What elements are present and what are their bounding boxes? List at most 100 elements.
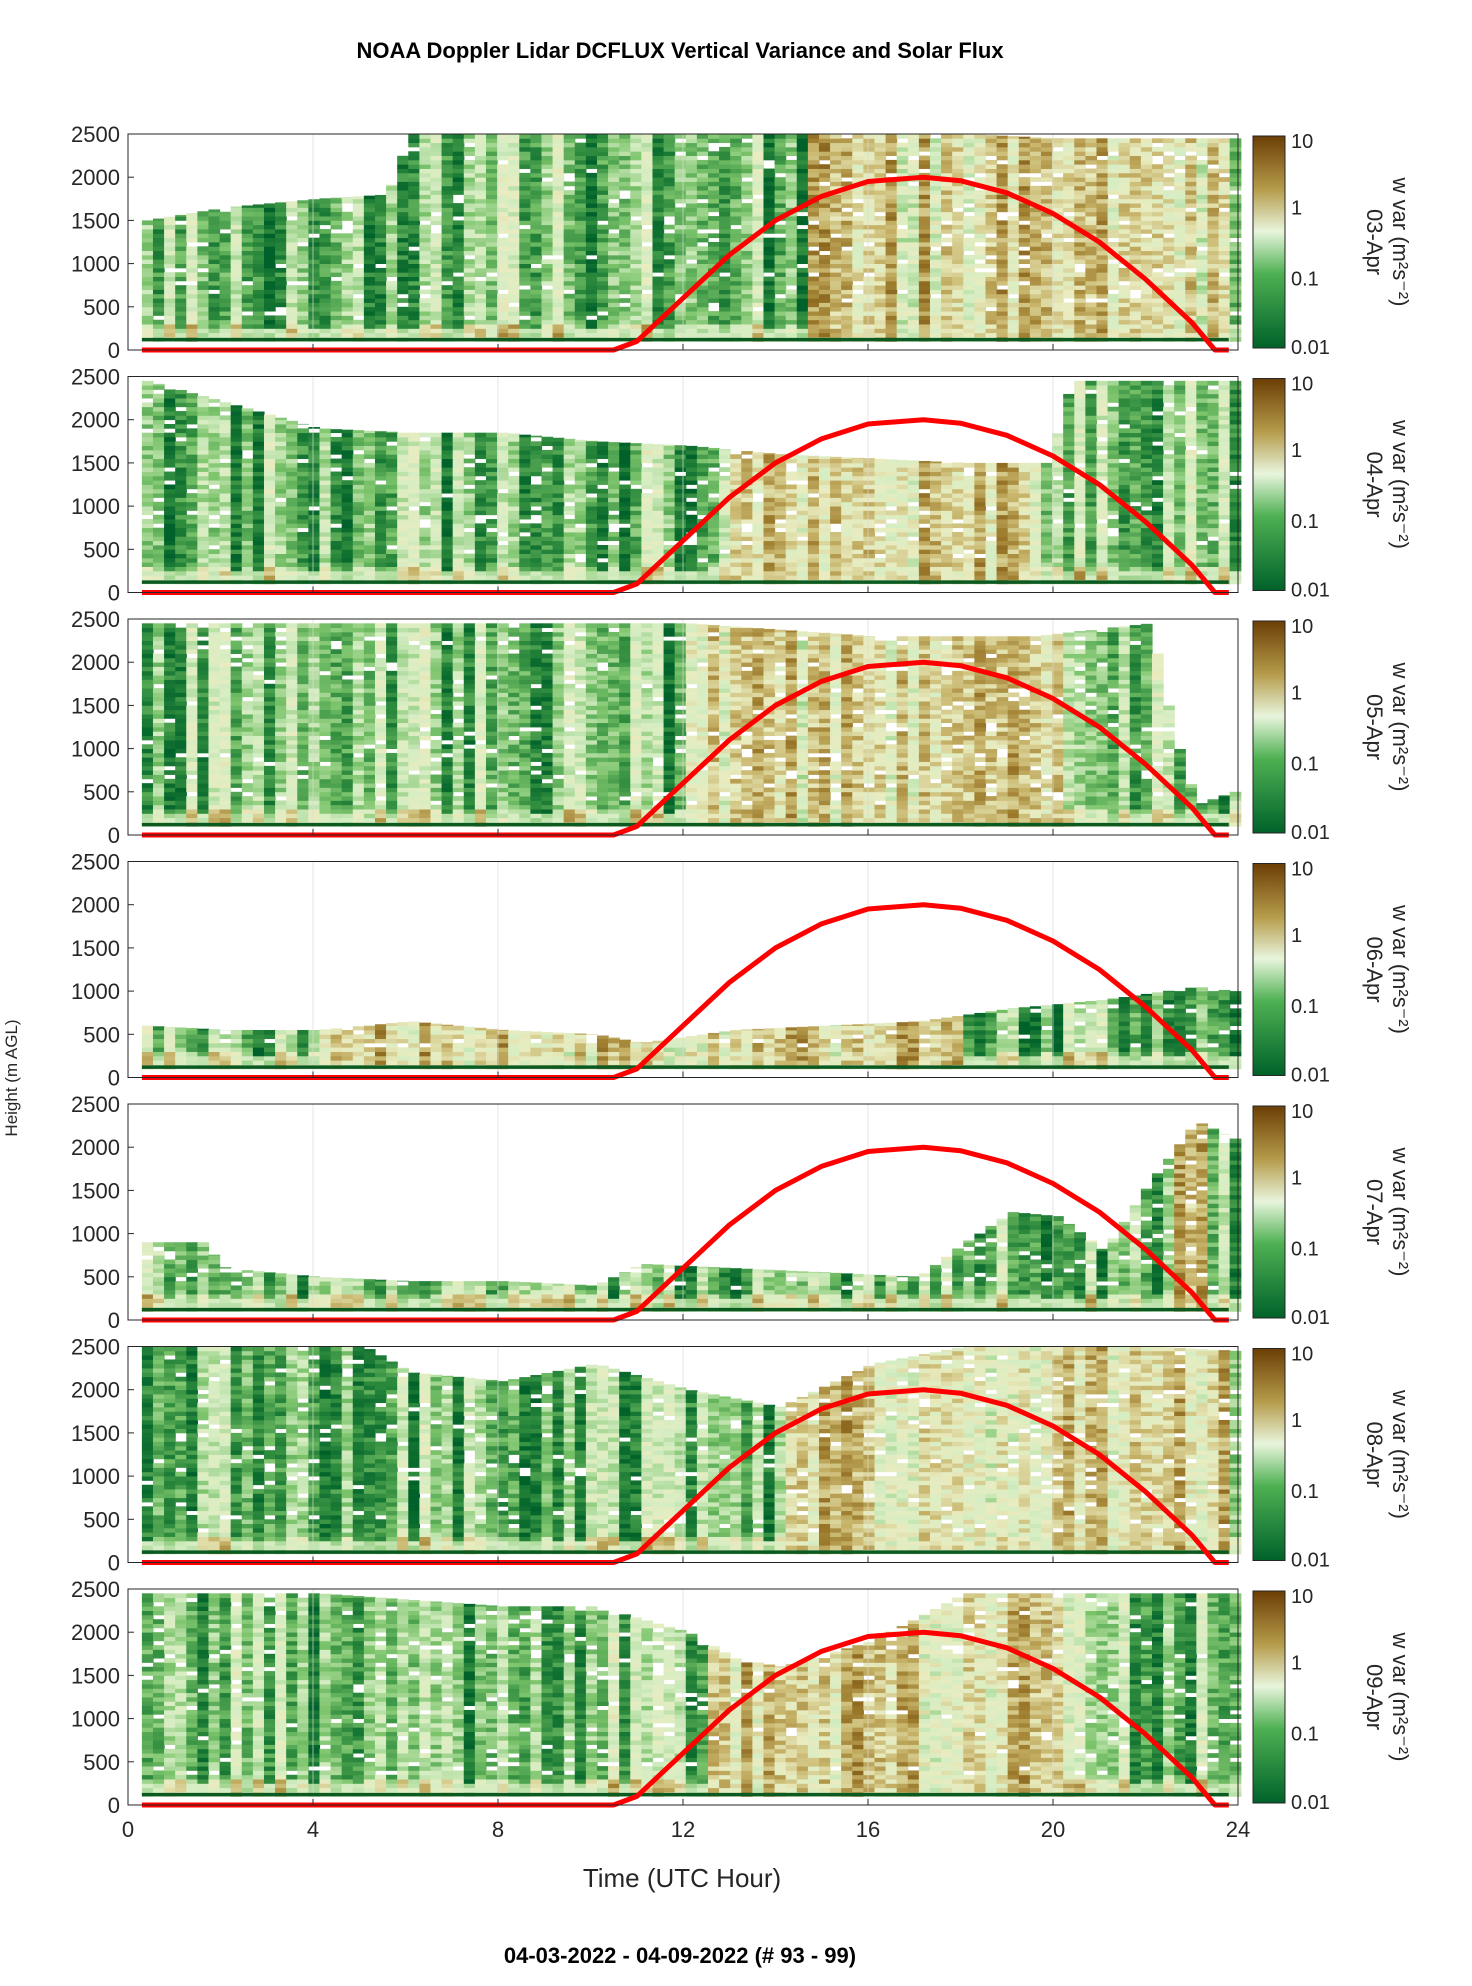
heatmap-cell: [286, 424, 298, 429]
heatmap-cell: [929, 138, 942, 144]
heatmap-cell: [463, 194, 476, 200]
heatmap-cell: [741, 159, 753, 165]
heatmap-cell: [974, 276, 987, 282]
heatmap-cell: [741, 194, 753, 200]
heatmap-cell: [275, 493, 287, 498]
heatmap-cell: [141, 272, 154, 277]
heatmap-cell: [297, 536, 309, 542]
heatmap-cell: [896, 302, 909, 308]
heatmap-cell: [252, 263, 265, 269]
heatmap-cell: [341, 298, 354, 303]
heatmap-cell: [508, 190, 520, 195]
heatmap-cell: [941, 306, 953, 312]
heatmap-cell: [141, 385, 154, 390]
heatmap-cell: [452, 229, 465, 234]
heatmap-cell: [807, 233, 820, 239]
heatmap-cell: [1096, 142, 1109, 148]
heatmap-cell: [641, 293, 654, 299]
heatmap-cell: [685, 242, 698, 247]
heatmap-cell: [1085, 315, 1098, 321]
heatmap-cell: [707, 151, 720, 156]
heatmap-cell: [1018, 211, 1031, 217]
heatmap-cell: [441, 272, 454, 277]
heatmap-cell: [996, 298, 1009, 303]
heatmap-cell: [208, 575, 221, 580]
heatmap-cell: [263, 436, 276, 442]
heatmap-cell: [830, 151, 842, 156]
heatmap-cell: [1063, 324, 1075, 329]
heatmap-cell: [208, 332, 221, 338]
heatmap-cell: [508, 194, 520, 200]
heatmap-cell: [164, 289, 176, 295]
heatmap-cell: [574, 306, 587, 312]
heatmap-cell: [252, 211, 265, 217]
heatmap-cell: [719, 263, 731, 269]
heatmap-cell: [241, 424, 254, 429]
heatmap-cell: [452, 324, 465, 329]
heatmap-cell: [1163, 246, 1175, 252]
heatmap-cell: [1063, 285, 1075, 290]
heatmap-cell: [730, 198, 742, 204]
heatmap-cell: [585, 250, 598, 256]
heatmap-cell: [497, 272, 509, 277]
heatmap-cell: [1018, 151, 1031, 156]
heatmap-cell: [1118, 233, 1131, 239]
heatmap-cell: [918, 242, 931, 247]
heatmap-cell: [596, 242, 609, 247]
heatmap-cell: [1174, 332, 1186, 338]
heatmap-cell: [297, 332, 309, 338]
heatmap-cell: [230, 242, 243, 247]
heatmap-cell: [419, 190, 432, 195]
heatmap-cell: [674, 272, 687, 277]
heatmap-cell: [852, 272, 864, 277]
heatmap-cell: [352, 441, 365, 447]
heatmap-cell: [574, 328, 587, 334]
heatmap-cell: [763, 168, 776, 174]
heatmap-cell: [452, 319, 465, 325]
heatmap-cell: [630, 246, 642, 252]
heatmap-cell: [341, 233, 354, 239]
heatmap-cell: [363, 237, 376, 243]
heatmap-cell: [552, 319, 565, 325]
heatmap-cell: [175, 298, 187, 303]
heatmap-cell: [852, 259, 864, 264]
heatmap-cell: [852, 319, 864, 325]
heatmap-cell: [1229, 302, 1242, 308]
heatmap-cell: [341, 250, 354, 256]
heatmap-cell: [208, 462, 221, 468]
heatmap-cell: [929, 242, 942, 247]
heatmap-cell: [674, 250, 687, 256]
heatmap-cell: [663, 185, 676, 191]
heatmap-cell: [374, 242, 387, 247]
heatmap-cell: [286, 575, 298, 580]
heatmap-cell: [519, 142, 531, 148]
heatmap-cell: [519, 302, 531, 308]
heatmap-cell: [1185, 229, 1197, 234]
heatmap-cell: [141, 411, 154, 416]
heatmap-cell: [685, 328, 698, 334]
heatmap-cell: [1074, 311, 1086, 316]
heatmap-cell: [807, 138, 820, 144]
heatmap-cell: [741, 298, 753, 303]
heatmap-cell: [408, 168, 420, 174]
heatmap-cell: [286, 298, 298, 303]
heatmap-cell: [474, 177, 487, 182]
heatmap-cell: [1163, 146, 1175, 152]
heatmap-cell: [563, 146, 576, 152]
heatmap-cell: [208, 449, 221, 455]
heatmap-cell: [596, 211, 609, 217]
heatmap-cell: [841, 211, 853, 217]
heatmap-cell: [1196, 315, 1209, 321]
heatmap-cell: [1151, 220, 1164, 226]
heatmap-cell: [663, 164, 676, 169]
heatmap-cell: [1007, 242, 1020, 247]
heatmap-cell: [1218, 293, 1231, 299]
heatmap-cell: [585, 289, 598, 295]
heatmap-cell: [719, 155, 731, 161]
heatmap-cell: [907, 198, 920, 204]
heatmap-cell: [474, 328, 487, 334]
heatmap-cell: [763, 237, 776, 243]
heatmap-cell: [1074, 168, 1086, 174]
heatmap-cell: [141, 566, 154, 572]
heatmap-cell: [1052, 177, 1064, 182]
